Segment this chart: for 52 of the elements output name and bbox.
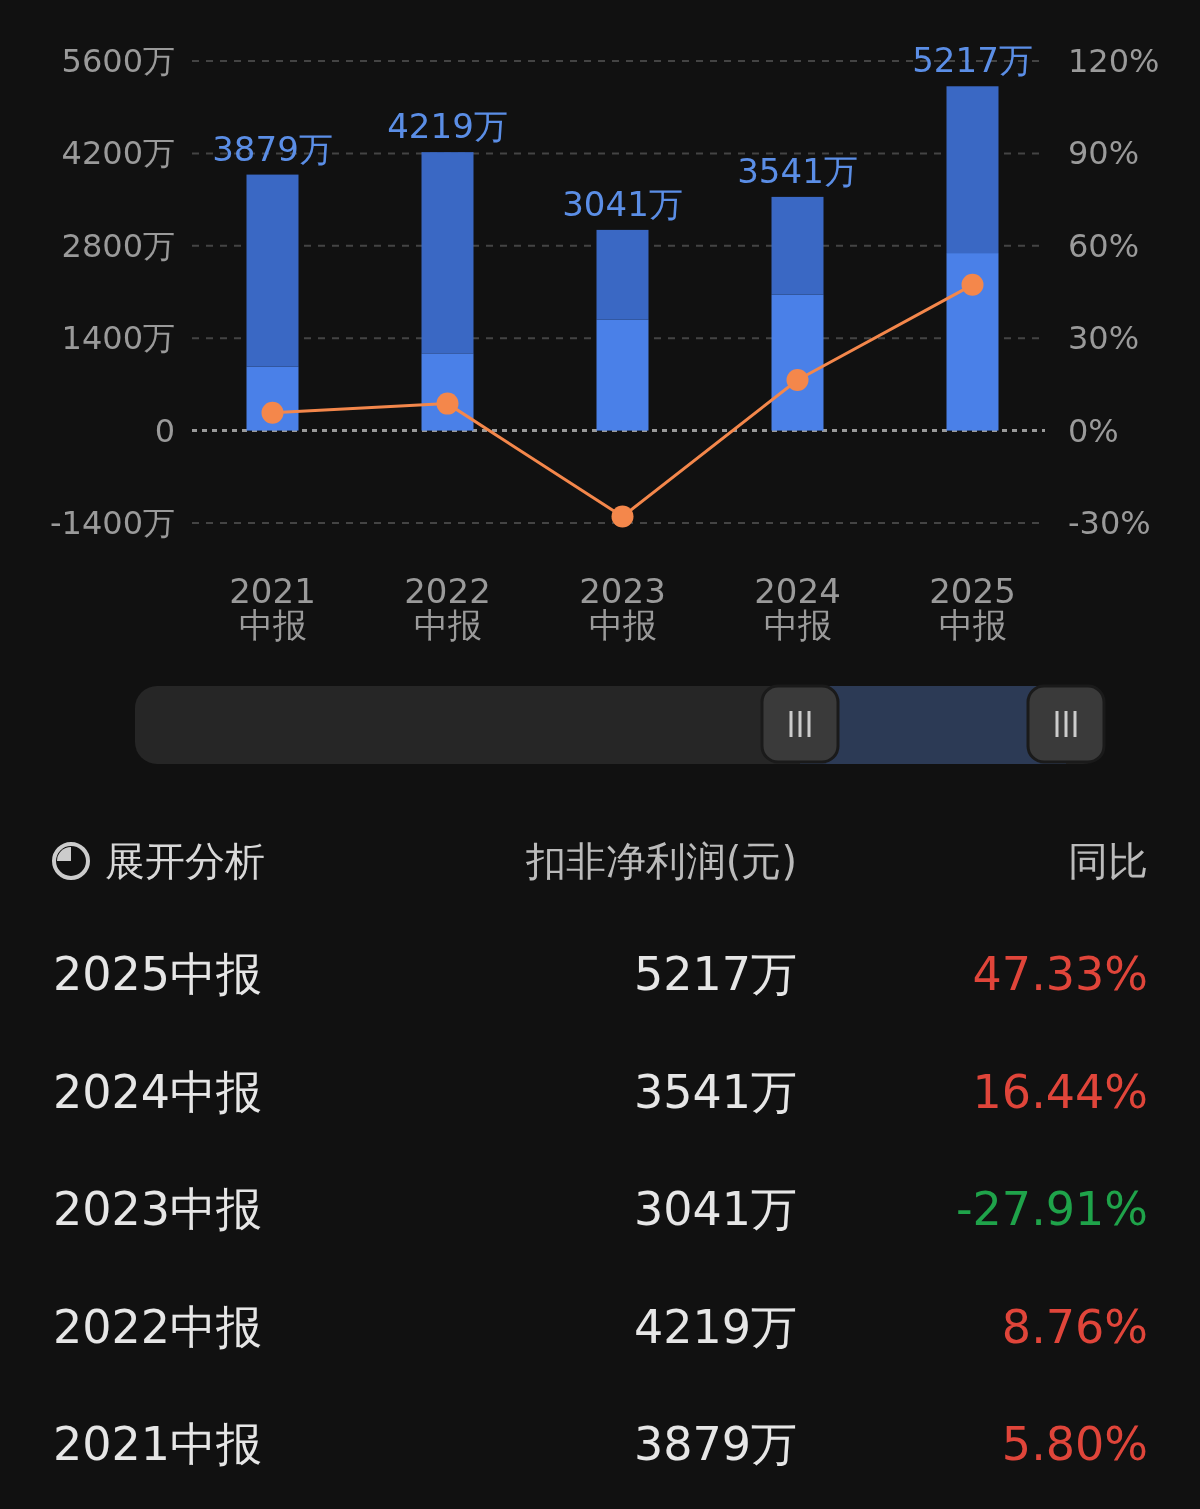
text: 同比 <box>1068 838 1148 884</box>
total-label: 5217万 <box>912 40 1033 81</box>
bar <box>946 86 999 254</box>
x-tick-label: 2023 中报 <box>579 571 666 645</box>
text: 展开分析 <box>105 838 265 884</box>
point <box>786 368 809 391</box>
x-tick-label: 2021 中报 <box>229 571 316 645</box>
y2-tick-label: 90% <box>1068 134 1140 173</box>
y-tick-label: -1400万 <box>50 504 175 542</box>
total-label: 3041万 <box>562 183 683 224</box>
bar <box>421 152 474 354</box>
text: 2022中报 <box>53 1299 263 1354</box>
text: 扣非净利润(元) <box>524 838 797 884</box>
x-tick-label: 2025 中报 <box>929 571 1016 645</box>
total-label: 3879万 <box>212 128 333 169</box>
y2-tick-label: 0% <box>1068 411 1119 450</box>
point <box>261 401 284 424</box>
bar <box>246 174 299 367</box>
text: 3879万 <box>633 1417 797 1471</box>
text: 3541万 <box>633 1064 797 1119</box>
x-tick-label: 2024 中报 <box>754 571 841 645</box>
text: 3041万 <box>633 1182 797 1236</box>
point <box>961 273 984 296</box>
bar <box>596 229 649 320</box>
point <box>611 505 634 528</box>
total-label: 3541万 <box>737 150 858 191</box>
y-tick-label: 0 <box>154 411 175 450</box>
text: -27.91% <box>956 1182 1148 1236</box>
text: 5217万 <box>633 947 797 1001</box>
text: 2023中报 <box>53 1182 263 1236</box>
text: 8.76% <box>1001 1299 1148 1354</box>
x-tick-label: 2022 中报 <box>404 571 491 645</box>
y2-tick-label: 30% <box>1068 319 1140 358</box>
total-label: 4219万 <box>387 106 508 147</box>
bar <box>771 196 824 295</box>
bar <box>946 253 999 431</box>
bar <box>771 294 824 431</box>
text: 2021中报 <box>53 1417 263 1471</box>
text: 2024中报 <box>53 1064 263 1119</box>
text: 5.80% <box>1001 1417 1148 1471</box>
y-tick-label: 5600万 <box>61 42 175 80</box>
text: 47.33% <box>972 947 1148 1001</box>
text: 2025中报 <box>53 947 263 1001</box>
text: 4219万 <box>633 1299 797 1354</box>
y2-tick-label: 120% <box>1068 42 1160 80</box>
y-tick-label: 4200万 <box>61 134 175 173</box>
bar <box>596 319 649 431</box>
y2-tick-label: -30% <box>1068 504 1151 542</box>
y-tick-label: 1400万 <box>61 319 175 358</box>
text: 16.44% <box>972 1064 1148 1119</box>
y2-tick-label: 60% <box>1068 226 1140 265</box>
y-tick-label: 2800万 <box>61 226 175 265</box>
